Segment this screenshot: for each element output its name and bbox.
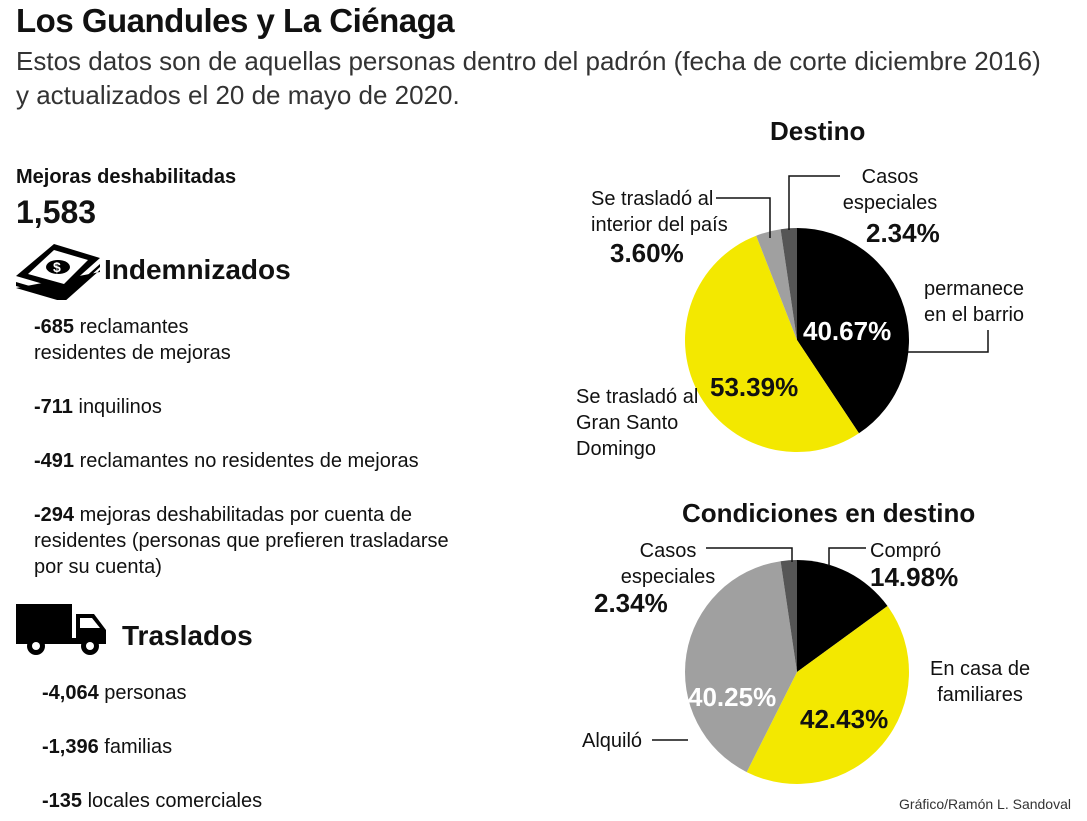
list-item: -685 reclamantes residentes de mejoras [34,316,231,364]
data-label: 2.34% [594,588,668,618]
data-label: 40.67% [803,316,892,346]
pie-slice [756,229,797,340]
money-stack-icon: $ [16,244,100,300]
chart-title: Condiciones en destino [682,498,976,528]
list-item: -491 reclamantes no residentes de mejora… [34,450,419,472]
leader-line [908,330,989,353]
list-item: -711 inquilinos [34,396,162,418]
slice-label: Se trasladó al interior del país [591,188,728,236]
pie-slice [797,228,909,434]
leader-line [788,175,840,230]
pie-slice [685,235,859,452]
leader-line [706,547,793,562]
subtitle-line: Estos datos son de aquellas personas den… [16,46,1041,76]
pie-slice [797,560,888,672]
list-item: -135 locales comerciales [42,790,263,812]
list-item: -4,064 personas [42,682,187,704]
truck-icon [16,604,106,655]
data-label: 2.34% [866,218,940,248]
slice-label: permanece en el barrio [924,278,1025,326]
credit: Gráfico/Ramón L. Sandoval [899,796,1071,812]
pie-slice [780,228,797,340]
mejoras-value: 1,583 [16,194,97,230]
pie-slice [746,606,909,784]
slice-label: Alquiló [582,730,643,752]
subtitle-line: y actualizados el 20 de mayo de 2020. [16,80,460,110]
slice-label: En casa de familiares [930,658,1031,706]
list-item: -294 mejoras deshabilitadas por cuenta d… [34,504,449,578]
slice-label: Compró [870,540,942,562]
data-label: 40.25% [688,682,777,712]
slice-label: Casos especiales [620,540,716,588]
page-title: Los Guandules y La Ciénaga [16,2,455,39]
data-label: 14.98% [870,562,959,592]
data-label: 53.39% [710,372,799,402]
subtitle: Estos datos son de aquellas personas den… [16,44,1076,112]
leader-line [828,547,866,566]
data-label: 42.43% [800,704,889,734]
slice-label: Casos especiales [842,166,938,214]
traslados-heading: Traslados [122,620,253,651]
mejoras-label: Mejoras deshabilitadas [16,166,237,188]
svg-text:$: $ [53,259,61,275]
data-label: 3.60% [610,238,684,268]
pie-slice [780,560,797,672]
slice-label: Se trasladó al Gran Santo Domingo [576,386,699,460]
list-item: -1,396 familias [42,736,173,758]
chart-title: Destino [770,116,866,146]
indemnizados-heading: Indemnizados [104,254,291,285]
pie-slice [685,561,797,773]
leader-line [716,197,771,238]
